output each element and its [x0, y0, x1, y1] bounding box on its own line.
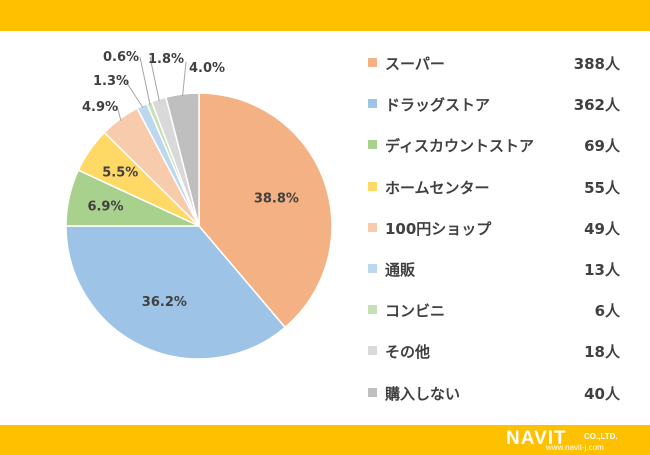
legend-label: ドラッグストア — [385, 96, 491, 115]
pie-percent-label: 0.6% — [103, 50, 139, 65]
top-band — [0, 0, 650, 31]
company-logo: NAVIT CO.,LTD. www.navit-j.com — [506, 428, 634, 454]
leader-line — [182, 61, 187, 97]
legend-count: 55人 — [584, 178, 620, 197]
pie-chart: 38.8% 36.2% 6.9% 5.5% 4.9% 1.3% 0.6% 1.8% 4.0% — [65, 50, 333, 360]
legend-count: 6人 — [594, 302, 620, 321]
legend-swatch — [368, 99, 377, 109]
pie-percent-label: 4.0% — [189, 61, 225, 76]
legend-count: 49人 — [584, 219, 620, 238]
legend-swatch — [368, 181, 377, 191]
pie-slice — [65, 225, 287, 360]
legend-count: 69人 — [584, 137, 620, 156]
legend-label: ホームセンター — [385, 178, 490, 197]
legend-swatch — [368, 58, 377, 67]
legend-label: 通販 — [385, 260, 416, 279]
pie-percent-label: 36.2% — [142, 295, 187, 310]
pie-percent-label: 1.8% — [148, 52, 184, 67]
legend-item: その他 18人 — [368, 330, 638, 371]
pie-slice — [198, 92, 333, 329]
legend-swatch — [368, 222, 377, 232]
legend-item: ホームセンター 55人 — [368, 166, 638, 207]
legend-label: ディスカウントストア — [385, 137, 534, 156]
pie-percent-label: 5.5% — [102, 165, 138, 180]
legend-label: その他 — [385, 343, 431, 362]
legend-item: コンビニ 6人 — [368, 289, 638, 330]
legend-label: 100円ショップ — [385, 219, 492, 238]
legend-swatch — [368, 387, 377, 397]
bottom-band — [0, 425, 650, 455]
legend: スーパー 388人 ドラッグストア 362人 ディスカウントストア 69人 ホー… — [368, 42, 638, 413]
legend-count: 362人 — [573, 96, 620, 115]
legend-swatch — [368, 140, 377, 150]
leader-line — [124, 79, 144, 108]
legend-label: スーパー — [385, 55, 445, 73]
leader-line — [139, 56, 151, 105]
logo-url: www.navit-j.com — [546, 443, 604, 452]
legend-count: 13人 — [584, 260, 620, 279]
pie-percent-label: 4.9% — [82, 100, 118, 115]
logo-name: NAVIT — [506, 428, 567, 449]
legend-count: 40人 — [584, 384, 620, 403]
logo-company-suffix: CO.,LTD. — [584, 432, 618, 441]
leader-line — [116, 105, 122, 121]
pie-percent-label: 38.8% — [254, 192, 299, 207]
legend-swatch — [368, 346, 377, 356]
legend-label: コンビニ — [385, 302, 446, 321]
legend-item: 購入しない 40人 — [368, 372, 638, 413]
legend-count: 18人 — [584, 343, 620, 362]
legend-item: 100円ショップ 49人 — [368, 207, 638, 248]
legend-item: ディスカウントストア 69人 — [368, 124, 638, 165]
legend-item: 通販 13人 — [368, 248, 638, 289]
legend-item: ドラッグストア 362人 — [368, 83, 638, 124]
pie-percent-label: 1.3% — [93, 74, 129, 89]
legend-count: 388人 — [573, 55, 620, 73]
leader-line — [149, 56, 160, 102]
legend-swatch — [368, 263, 377, 273]
pie-percent-label: 6.9% — [87, 199, 123, 214]
legend-item: スーパー 388人 — [368, 42, 638, 83]
legend-label: 購入しない — [385, 384, 461, 403]
legend-swatch — [368, 305, 377, 315]
